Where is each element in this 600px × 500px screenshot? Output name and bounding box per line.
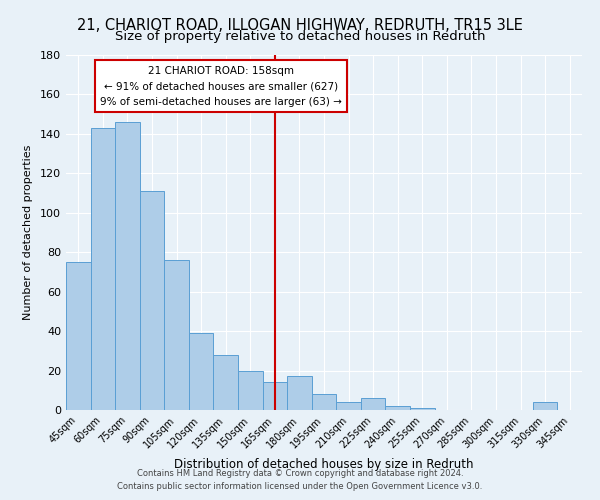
Y-axis label: Number of detached properties: Number of detached properties [23, 145, 33, 320]
Text: 21 CHARIOT ROAD: 158sqm
← 91% of detached houses are smaller (627)
9% of semi-de: 21 CHARIOT ROAD: 158sqm ← 91% of detache… [100, 66, 342, 107]
Bar [287, 376, 312, 410]
Text: Contains HM Land Registry data © Crown copyright and database right 2024.
Contai: Contains HM Land Registry data © Crown c… [118, 470, 482, 491]
Bar [164, 260, 189, 410]
Bar [66, 262, 91, 410]
Bar [115, 122, 140, 410]
Bar [533, 402, 557, 410]
Bar [91, 128, 115, 410]
X-axis label: Distribution of detached houses by size in Redruth: Distribution of detached houses by size … [174, 458, 474, 471]
Bar [140, 191, 164, 410]
Bar [410, 408, 434, 410]
Bar [385, 406, 410, 410]
Bar [361, 398, 385, 410]
Text: Size of property relative to detached houses in Redruth: Size of property relative to detached ho… [115, 30, 485, 43]
Bar [214, 355, 238, 410]
Bar [312, 394, 336, 410]
Bar [189, 333, 214, 410]
Bar [263, 382, 287, 410]
Bar [238, 370, 263, 410]
Bar [336, 402, 361, 410]
Text: 21, CHARIOT ROAD, ILLOGAN HIGHWAY, REDRUTH, TR15 3LE: 21, CHARIOT ROAD, ILLOGAN HIGHWAY, REDRU… [77, 18, 523, 32]
